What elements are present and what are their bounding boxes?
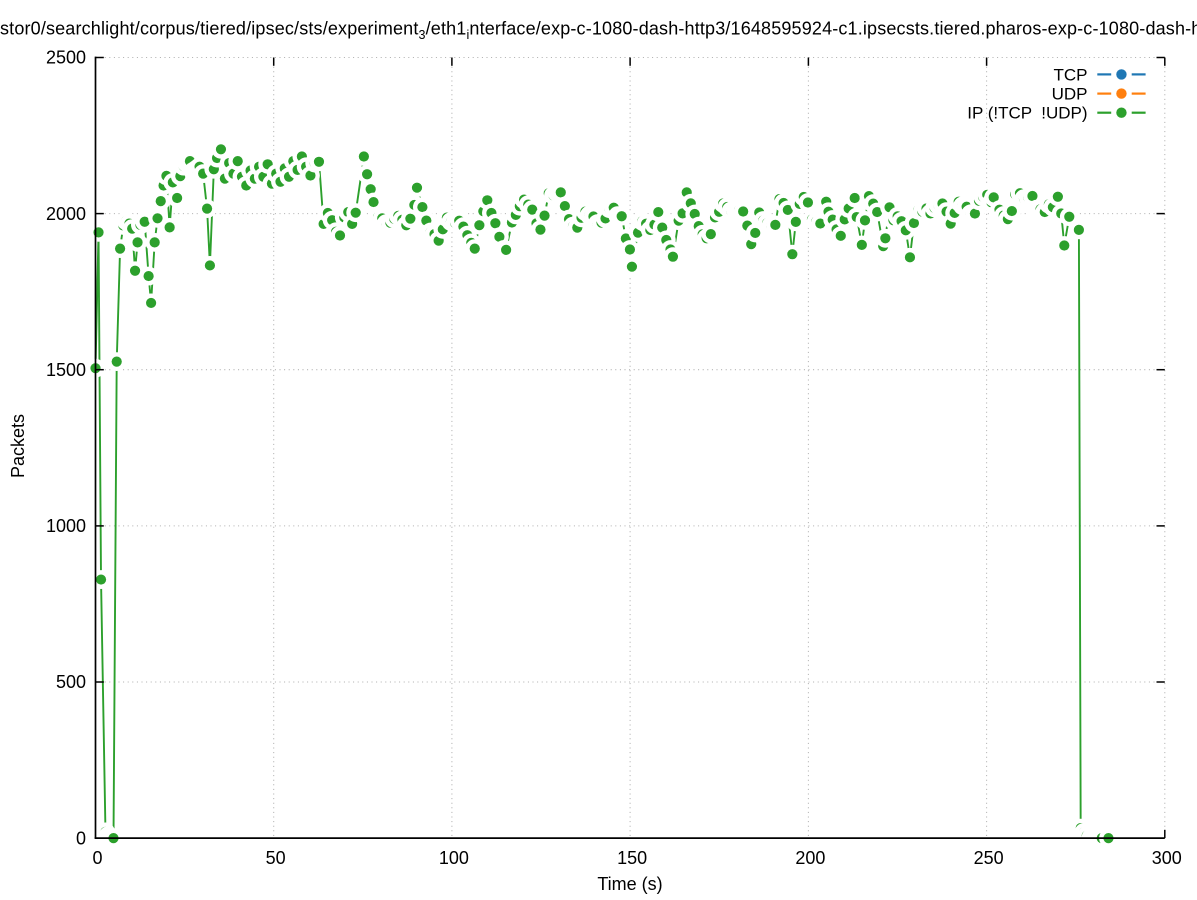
svg-text:IP (!TCP !UDP): IP (!TCP !UDP) [967,104,1087,123]
svg-text:300: 300 [1152,848,1182,868]
svg-text:2000: 2000 [46,204,86,224]
svg-text:TCP: TCP [1054,65,1088,84]
svg-text:Packets: Packets [8,414,28,478]
svg-text:0: 0 [76,828,86,848]
svg-text:2500: 2500 [46,48,86,68]
svg-text:0: 0 [92,848,102,868]
svg-text:50: 50 [266,848,286,868]
svg-text:250: 250 [974,848,1004,868]
svg-text:1000: 1000 [46,516,86,536]
svg-text:1500: 1500 [46,360,86,380]
svg-text:stor0/searchlight/corpus/tiere: stor0/searchlight/corpus/tiered/ipsec/st… [0,19,1197,43]
svg-text:Time (s): Time (s) [597,874,662,894]
svg-text:500: 500 [56,672,86,692]
svg-text:UDP: UDP [1052,85,1088,104]
svg-text:100: 100 [439,848,469,868]
svg-text:150: 150 [617,848,647,868]
svg-text:200: 200 [795,848,825,868]
